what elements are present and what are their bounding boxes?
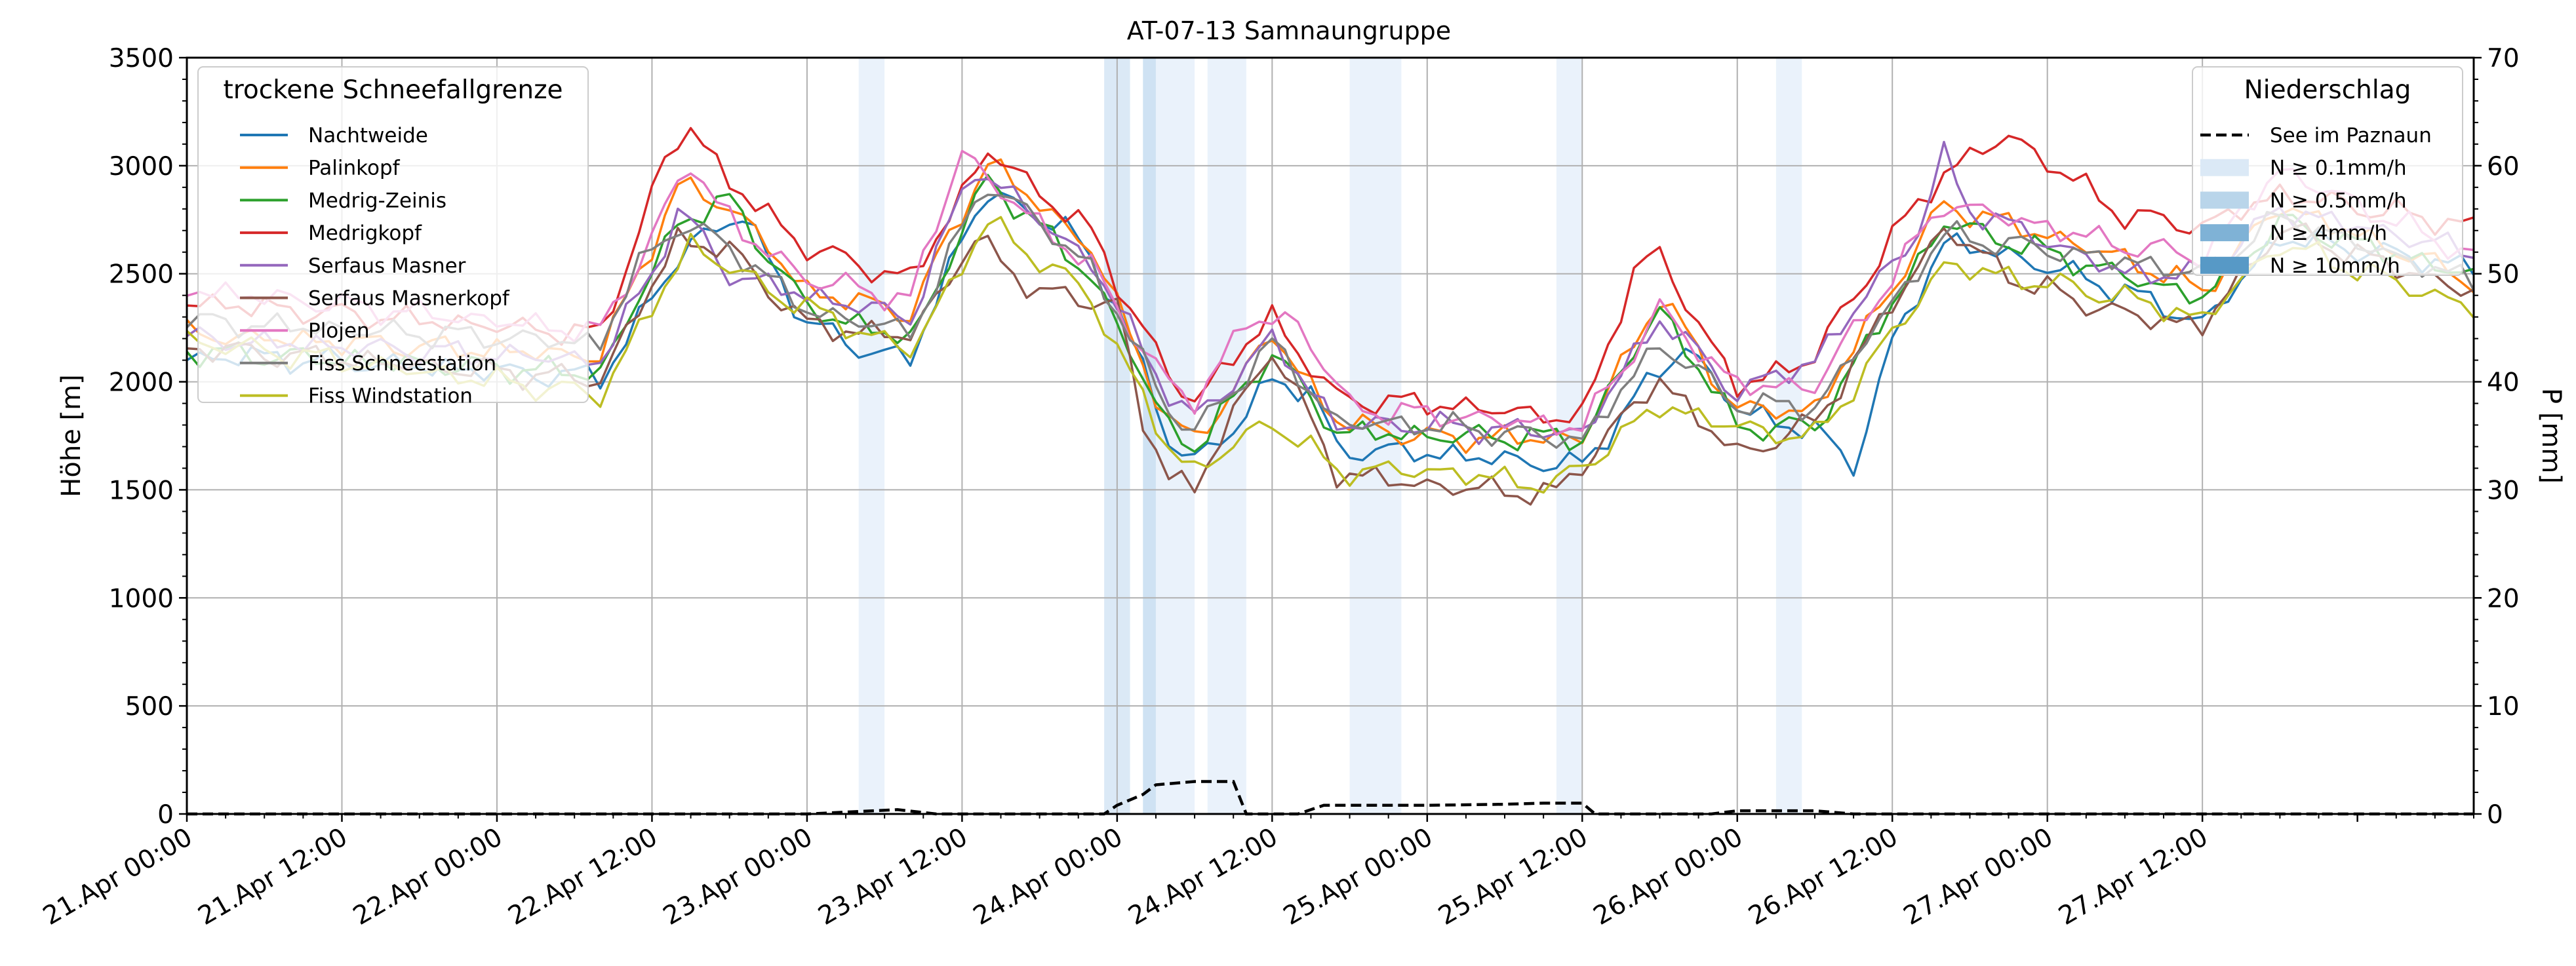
legend-swatch — [2200, 191, 2249, 209]
chart-title: AT-07-13 Samnaungruppe — [1127, 16, 1451, 45]
legend-snowline-title: trockene Schneefallgrenze — [223, 75, 563, 105]
legend-entry-label: Medrigkopf — [308, 222, 422, 245]
legend-entry-label: Serfaus Masner — [308, 254, 466, 278]
legend-swatch — [2200, 224, 2249, 242]
legend-precipitation-title: Niederschlag — [2244, 75, 2411, 105]
legend-entry-label: Medrig-Zeinis — [308, 189, 446, 212]
precip-band — [1143, 58, 1156, 814]
legend-entry-label: Plojen — [308, 319, 370, 343]
legend-entry-label: Serfaus Masnerkopf — [308, 287, 510, 311]
legend-entry-label: N ≥ 4mm/h — [2270, 222, 2387, 245]
y-tick-label-right: 60 — [2487, 152, 2520, 182]
y-tick-label-left: 2000 — [109, 368, 174, 398]
y-tick-label-right: 0 — [2487, 800, 2503, 830]
y-tick-label-right: 40 — [2487, 368, 2520, 398]
legend-precipitation: Niederschlag See im Paznaun N ≥ 0.1mm/h N ≥… — [2192, 66, 2463, 278]
legend-entry-label: Nachtweide — [308, 124, 428, 147]
legend-entry-label: N ≥ 0.5mm/h — [2270, 189, 2407, 212]
legend-entry-label: See im Paznaun — [2270, 124, 2432, 147]
y-axis-right: 0 10 20 30 40 50 60 70 — [2474, 44, 2520, 830]
y-tick-label-left: 1500 — [109, 476, 174, 505]
legend-swatch — [2200, 256, 2249, 274]
plot-frame — [186, 56, 2475, 815]
y-tick-label-left: 2500 — [109, 260, 174, 290]
y-tick-label-left: 500 — [125, 692, 174, 722]
precip-band — [1207, 58, 1246, 814]
y-tick-label-right: 30 — [2487, 476, 2520, 505]
y-tick-label-left: 1000 — [109, 584, 174, 613]
precip-band — [1155, 58, 1195, 814]
legend-swatch — [2200, 159, 2249, 176]
y-tick-label-right: 10 — [2487, 692, 2520, 722]
y-tick-label-left: 0 — [157, 800, 174, 830]
legend-entry-label: Fiss Schneestation — [308, 352, 496, 376]
y-axis-left: 0 500 1000 1500 2000 2500 3000 3500 — [109, 44, 187, 830]
precip-bands — [858, 58, 1802, 814]
y-tick-label-left: 3000 — [109, 152, 174, 182]
legend-snowline-box — [197, 66, 589, 403]
legend-entry-label: N ≥ 0.1mm/h — [2270, 157, 2407, 180]
y-tick-label-right: 70 — [2487, 44, 2520, 73]
y-tick-label-right: 50 — [2487, 260, 2520, 290]
legend-entry-label: Fiss Windstation — [308, 385, 473, 408]
y-tick-label-left: 3500 — [109, 44, 174, 73]
y-tick-label-right: 20 — [2487, 584, 2520, 613]
legend-snowline: trockene Schneefallgrenze Nachtweide Palin… — [197, 66, 589, 408]
legend-entry-label: Palinkopf — [308, 157, 401, 180]
y-axis-label-right: P [mm] — [2536, 388, 2566, 484]
legend-entry-label: N ≥ 10mm/h — [2270, 254, 2400, 278]
y-axis-label-left: Höhe [m] — [56, 374, 87, 497]
precip-band — [858, 58, 885, 814]
legend-precipitation-box — [2192, 66, 2463, 276]
